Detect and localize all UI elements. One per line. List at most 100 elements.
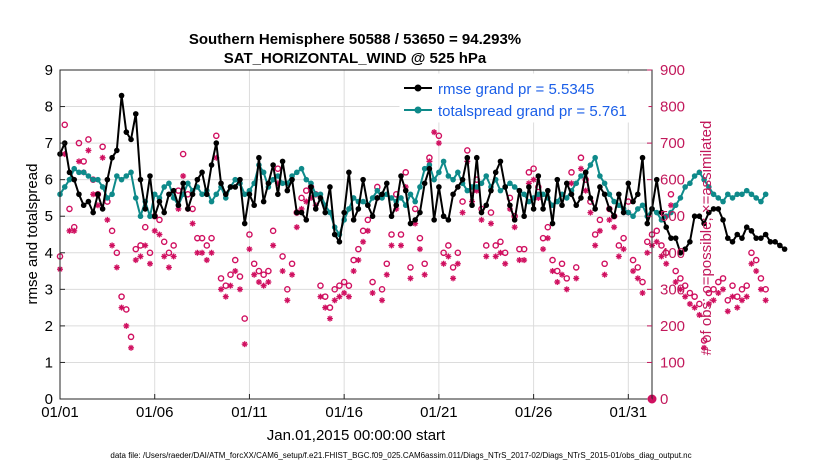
rmse-point [237,176,243,183]
totalspread-point [294,169,300,176]
obs-possible-point [208,234,215,242]
obs-assimilated-point [445,253,452,260]
legend-label-rmse: rmse grand pr = 5.5345 [438,81,594,98]
rmse-point [270,162,276,168]
totalspread-point [80,169,87,176]
obs-possible-point [497,238,504,246]
obs-assimilated-point [146,260,153,267]
rmse-point [166,191,172,198]
totalspread-point [440,158,447,165]
totalspread-point [327,209,333,216]
obs-possible-point [520,245,528,253]
rmse-point [582,169,589,176]
obs-possible-point [620,234,627,242]
totalspread-point [374,187,381,194]
totalspread-point [303,176,310,183]
obs-assimilated-point [729,293,736,300]
y-right-tick-label: 0 [660,391,668,408]
obs-possible-point [634,264,642,271]
totalspread-point [497,187,504,194]
obs-possible-point [203,242,211,249]
rmse-point [346,169,352,176]
obs-assimilated-point [416,246,423,253]
rmse-point [478,209,485,216]
obs-possible-point [355,245,362,253]
rmse-point [369,213,376,220]
obs-assimilated-point [336,293,343,300]
totalspread-point [668,209,674,216]
rmse-point [360,176,366,183]
obs-possible-point [75,139,83,147]
totalspread-point [663,213,670,220]
legend-box [399,73,649,123]
y-axis-right: 0 100 200 300 400 500 600 700 800 900 [647,62,685,408]
obs-possible-point [113,249,121,257]
obs-assimilated-point [724,308,731,315]
rmse-point [147,173,153,179]
obs-possible-point [549,256,556,264]
totalspread-point [388,195,395,201]
obs-possible-point [577,154,585,162]
rmse-point [715,206,722,212]
obs-assimilated-point [454,260,461,267]
obs-possible-point [667,190,675,198]
obs-possible-point [487,209,495,216]
rmse-point [436,184,442,190]
rmse-point [767,239,774,245]
totalspread-point [758,198,764,205]
totalspread-point [185,180,191,187]
obs-assimilated-point [502,260,509,267]
rmse-point [90,209,96,216]
totalspread-point [123,173,130,179]
rmse-point [597,184,603,190]
y-tick-label: 3 [45,281,53,298]
obs-assimilated-point [611,224,618,231]
rmse-point [592,206,598,212]
rmse-point [625,180,632,187]
obs-possible-point [378,286,386,293]
obs-assimilated-point [113,264,120,271]
totalspread-point [71,165,78,172]
rmse-point [66,169,73,176]
obs-possible-point [662,249,670,257]
rmse-point [322,209,329,216]
obs-possible-point [719,275,727,282]
obs-possible-point [331,286,338,293]
obs-assimilated-point [218,286,225,293]
obs-possible-point [681,282,689,289]
obs-assimilated-point [270,242,277,249]
y-right-tick-label: 900 [660,62,685,79]
obs-assimilated-point [137,253,144,260]
obs-possible-point [492,242,500,249]
obs-possible-point [364,216,372,224]
rmse-point [431,217,437,223]
obs-assimilated-point [549,268,556,275]
rmse-point [99,206,106,212]
obs-assimilated-point [682,293,689,300]
obs-assimilated-point [734,304,741,311]
y-right-tick-label: 800 [660,99,685,116]
totalspread-point [298,165,305,172]
obs-assimilated-point [497,249,504,256]
obs-assimilated-point [180,173,187,180]
totalspread-point [445,173,452,179]
totalspread-point [592,154,598,161]
rmse-point [71,176,78,183]
rmse-point [568,191,575,198]
obs-assimilated-point [232,268,239,275]
rmse-point [294,209,300,216]
obs-assimilated-point [203,257,210,264]
rmse-point [241,220,248,227]
rmse-point [777,242,783,249]
totalspread-point [573,180,580,187]
rmse-point [620,209,627,216]
totalspread-point [634,206,641,212]
obs-possible-point [416,234,424,242]
obs-assimilated-point [189,220,196,227]
rmse-point [611,213,617,220]
obs-assimilated-point [478,216,485,223]
rmse-point [455,184,461,190]
obs-assimilated-point [530,176,537,183]
obs-assimilated-point [559,271,566,278]
rmse-point [734,231,741,238]
